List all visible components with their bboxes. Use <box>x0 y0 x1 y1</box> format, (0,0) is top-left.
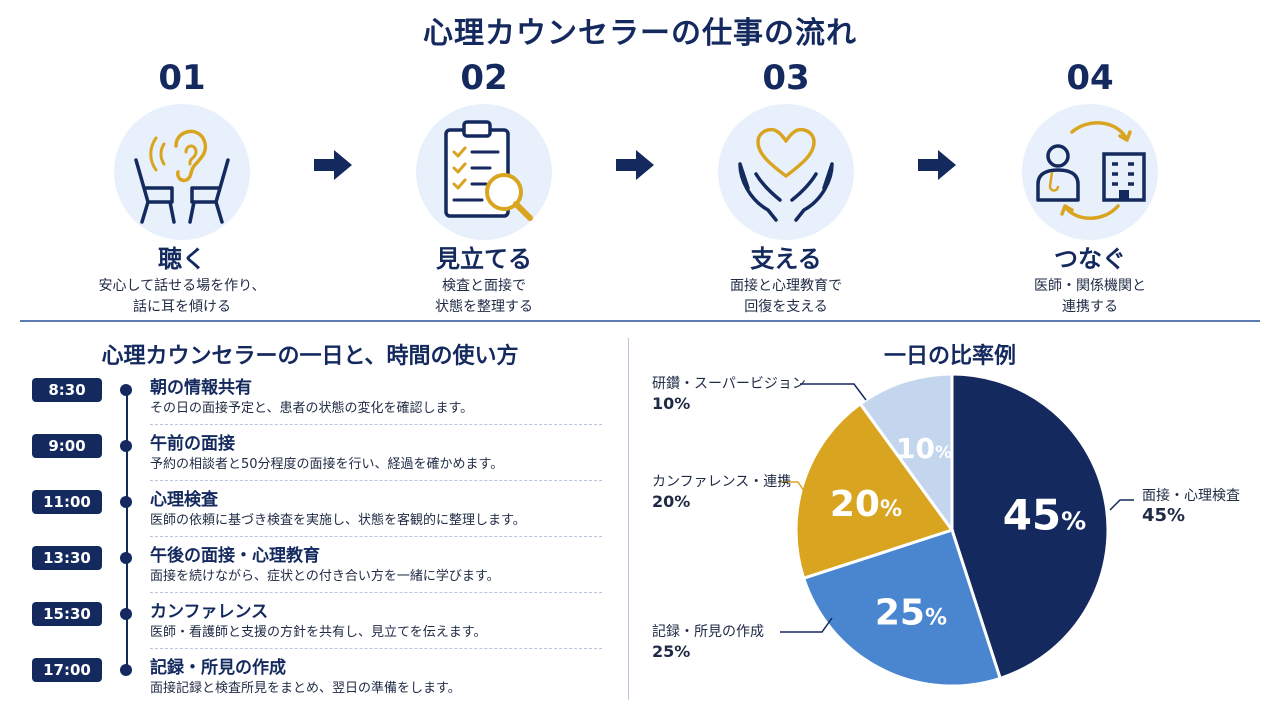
step-number: 02 <box>460 58 508 98</box>
pie-slice-label: 10% <box>896 432 952 465</box>
timeline-item: 8:30 朝の情報共有その日の面接予定と、患者の状態の変化を確認します。 <box>32 376 602 432</box>
time-badge: 11:00 <box>32 490 102 514</box>
activity-description: 医師・看護師と支援の方針を共有し、見立てを伝えます。 <box>150 625 487 640</box>
step-assess: 02 見立てる 検査と面接で 状態を整理する <box>374 58 594 318</box>
pie-chart: 45% 25% 20% 10% <box>780 372 1134 688</box>
step-number: 03 <box>762 58 810 98</box>
schedule-title: 心理カウンセラーの一日と、時間の使い方 <box>101 344 519 369</box>
timeline-dot <box>120 608 132 620</box>
step-title: 見立てる <box>436 245 532 273</box>
row-separator <box>150 424 602 425</box>
callout-percent: 45% <box>1142 505 1186 526</box>
step-icon-circle <box>718 104 854 240</box>
callout-leader-line <box>800 383 867 401</box>
time-badge: 17:00 <box>32 658 102 682</box>
callout-leader-line <box>780 617 833 633</box>
step-title: つなぐ <box>1054 245 1126 273</box>
callout-label: 研鑽・スーパービジョン <box>652 376 806 392</box>
activity-title: 朝の情報共有 <box>150 378 252 398</box>
step-icon-circle <box>416 104 552 240</box>
activity-description: 予約の相談者と50分程度の面接を行い、経過を確かめます。 <box>150 457 504 472</box>
time-badge: 15:30 <box>32 602 102 626</box>
row-separator <box>150 648 602 649</box>
pie-slice-0 <box>950 372 1110 681</box>
step-description: 検査と面接で 状態を整理する <box>435 278 533 315</box>
step-icon-circle <box>114 104 250 240</box>
timeline-dot <box>120 496 132 508</box>
callout-label: 記録・所見の作成 <box>652 624 764 640</box>
callout-label: 面接・心理検査 <box>1142 488 1240 504</box>
timeline-line <box>126 385 128 675</box>
callout-percent: 20% <box>652 492 691 511</box>
pie-slice-label: 20% <box>830 484 902 525</box>
callout-conference: カンファレンス・連携 20% <box>652 472 791 512</box>
step-number: 04 <box>1066 58 1114 98</box>
callout-label: カンファレンス・連携 <box>652 474 792 490</box>
timeline-item: 17:00 記録・所見の作成面接記録と検査所見をまとめ、翌日の準備をします。 <box>32 656 602 712</box>
arrow-right-icon <box>918 150 956 180</box>
pie-slice-3 <box>858 372 954 535</box>
activity-description: その日の面接予定と、患者の状態の変化を確認します。 <box>150 401 474 416</box>
activity-title: カンファレンス <box>150 602 269 622</box>
callout-records: 記録・所見の作成 25% <box>652 622 764 662</box>
time-badge: 13:30 <box>32 546 102 570</box>
pie-chart-title: 一日の比率例 <box>883 344 1016 369</box>
step-connect: 04 つなぐ 医師・関係機関と 連携する <box>980 58 1200 318</box>
callout-study: 研鑽・スーパービジョン 10% <box>652 374 806 414</box>
callout-percent: 25% <box>652 642 691 661</box>
activity-title: 午後の面接・心理教育 <box>150 546 320 566</box>
timeline-item: 15:30 カンファレンス医師・看護師と支援の方針を共有し、見立てを伝えます。 <box>32 600 602 656</box>
timeline-dot <box>120 664 132 676</box>
activity-description: 面接を続けながら、症状との付き合い方を一緒に学びます。 <box>150 569 500 584</box>
page-title: 心理カウンセラーの仕事の流れ <box>423 16 857 51</box>
step-description: 面接と心理教育で 回復を支える <box>730 278 842 315</box>
step-description: 医師・関係機関と 連携する <box>1034 278 1146 315</box>
row-separator <box>150 592 602 593</box>
section-divider <box>20 320 1260 322</box>
callout-leader-line <box>1109 499 1134 511</box>
doctor-building-icon <box>1036 121 1146 220</box>
callout-percent: 10% <box>652 394 691 413</box>
step-icon-circle <box>1022 104 1158 240</box>
arrow-right-icon <box>616 150 654 180</box>
activity-title: 午前の面接 <box>150 434 235 454</box>
row-separator <box>150 480 602 481</box>
activity-title: 記録・所見の作成 <box>150 658 286 678</box>
timeline-dot <box>120 384 132 396</box>
step-title: 聴く <box>158 245 206 273</box>
timeline-item: 9:00 午前の面接予約の相談者と50分程度の面接を行い、経過を確かめます。 <box>32 432 602 488</box>
step-support: 03 支える 面接と心理教育で 回復を支える <box>676 58 896 318</box>
activity-description: 医師の依頼に基づき検査を実施し、状態を客観的に整理します。 <box>150 513 526 528</box>
step-listen: 01 聴く 安心して話せる場を作り、 話に耳を傾ける <box>72 58 292 318</box>
timeline-dot <box>120 552 132 564</box>
pie-slice-label: 45% <box>1003 490 1087 539</box>
activity-title: 心理検査 <box>150 490 218 510</box>
listening-icon <box>134 129 230 224</box>
step-title: 支える <box>750 245 822 273</box>
heart-hands-icon <box>738 127 834 222</box>
column-divider <box>628 338 629 700</box>
row-separator <box>150 536 602 537</box>
time-badge: 8:30 <box>32 378 102 402</box>
pie-slice-2 <box>794 401 955 581</box>
step-description: 安心して話せる場を作り、 話に耳を傾ける <box>98 278 266 315</box>
step-number: 01 <box>158 58 206 98</box>
timeline-item: 13:30 午後の面接・心理教育面接を続けながら、症状との付き合い方を一緒に学びま… <box>32 544 602 600</box>
pie-slice-label: 25% <box>875 593 947 634</box>
callout-interview: 面接・心理検査 45% <box>1142 486 1240 526</box>
clipboard-magnifier-icon <box>444 120 533 221</box>
activity-description: 面接記録と検査所見をまとめ、翌日の準備をします。 <box>150 681 461 696</box>
timeline-item: 11:00 心理検査医師の依頼に基づき検査を実施し、状態を客観的に整理します。 <box>32 488 602 544</box>
timeline-dot <box>120 440 132 452</box>
time-badge: 9:00 <box>32 434 102 458</box>
arrow-right-icon <box>314 150 352 180</box>
callout-leader-line <box>780 481 807 495</box>
pie-slice-1 <box>801 528 1003 688</box>
